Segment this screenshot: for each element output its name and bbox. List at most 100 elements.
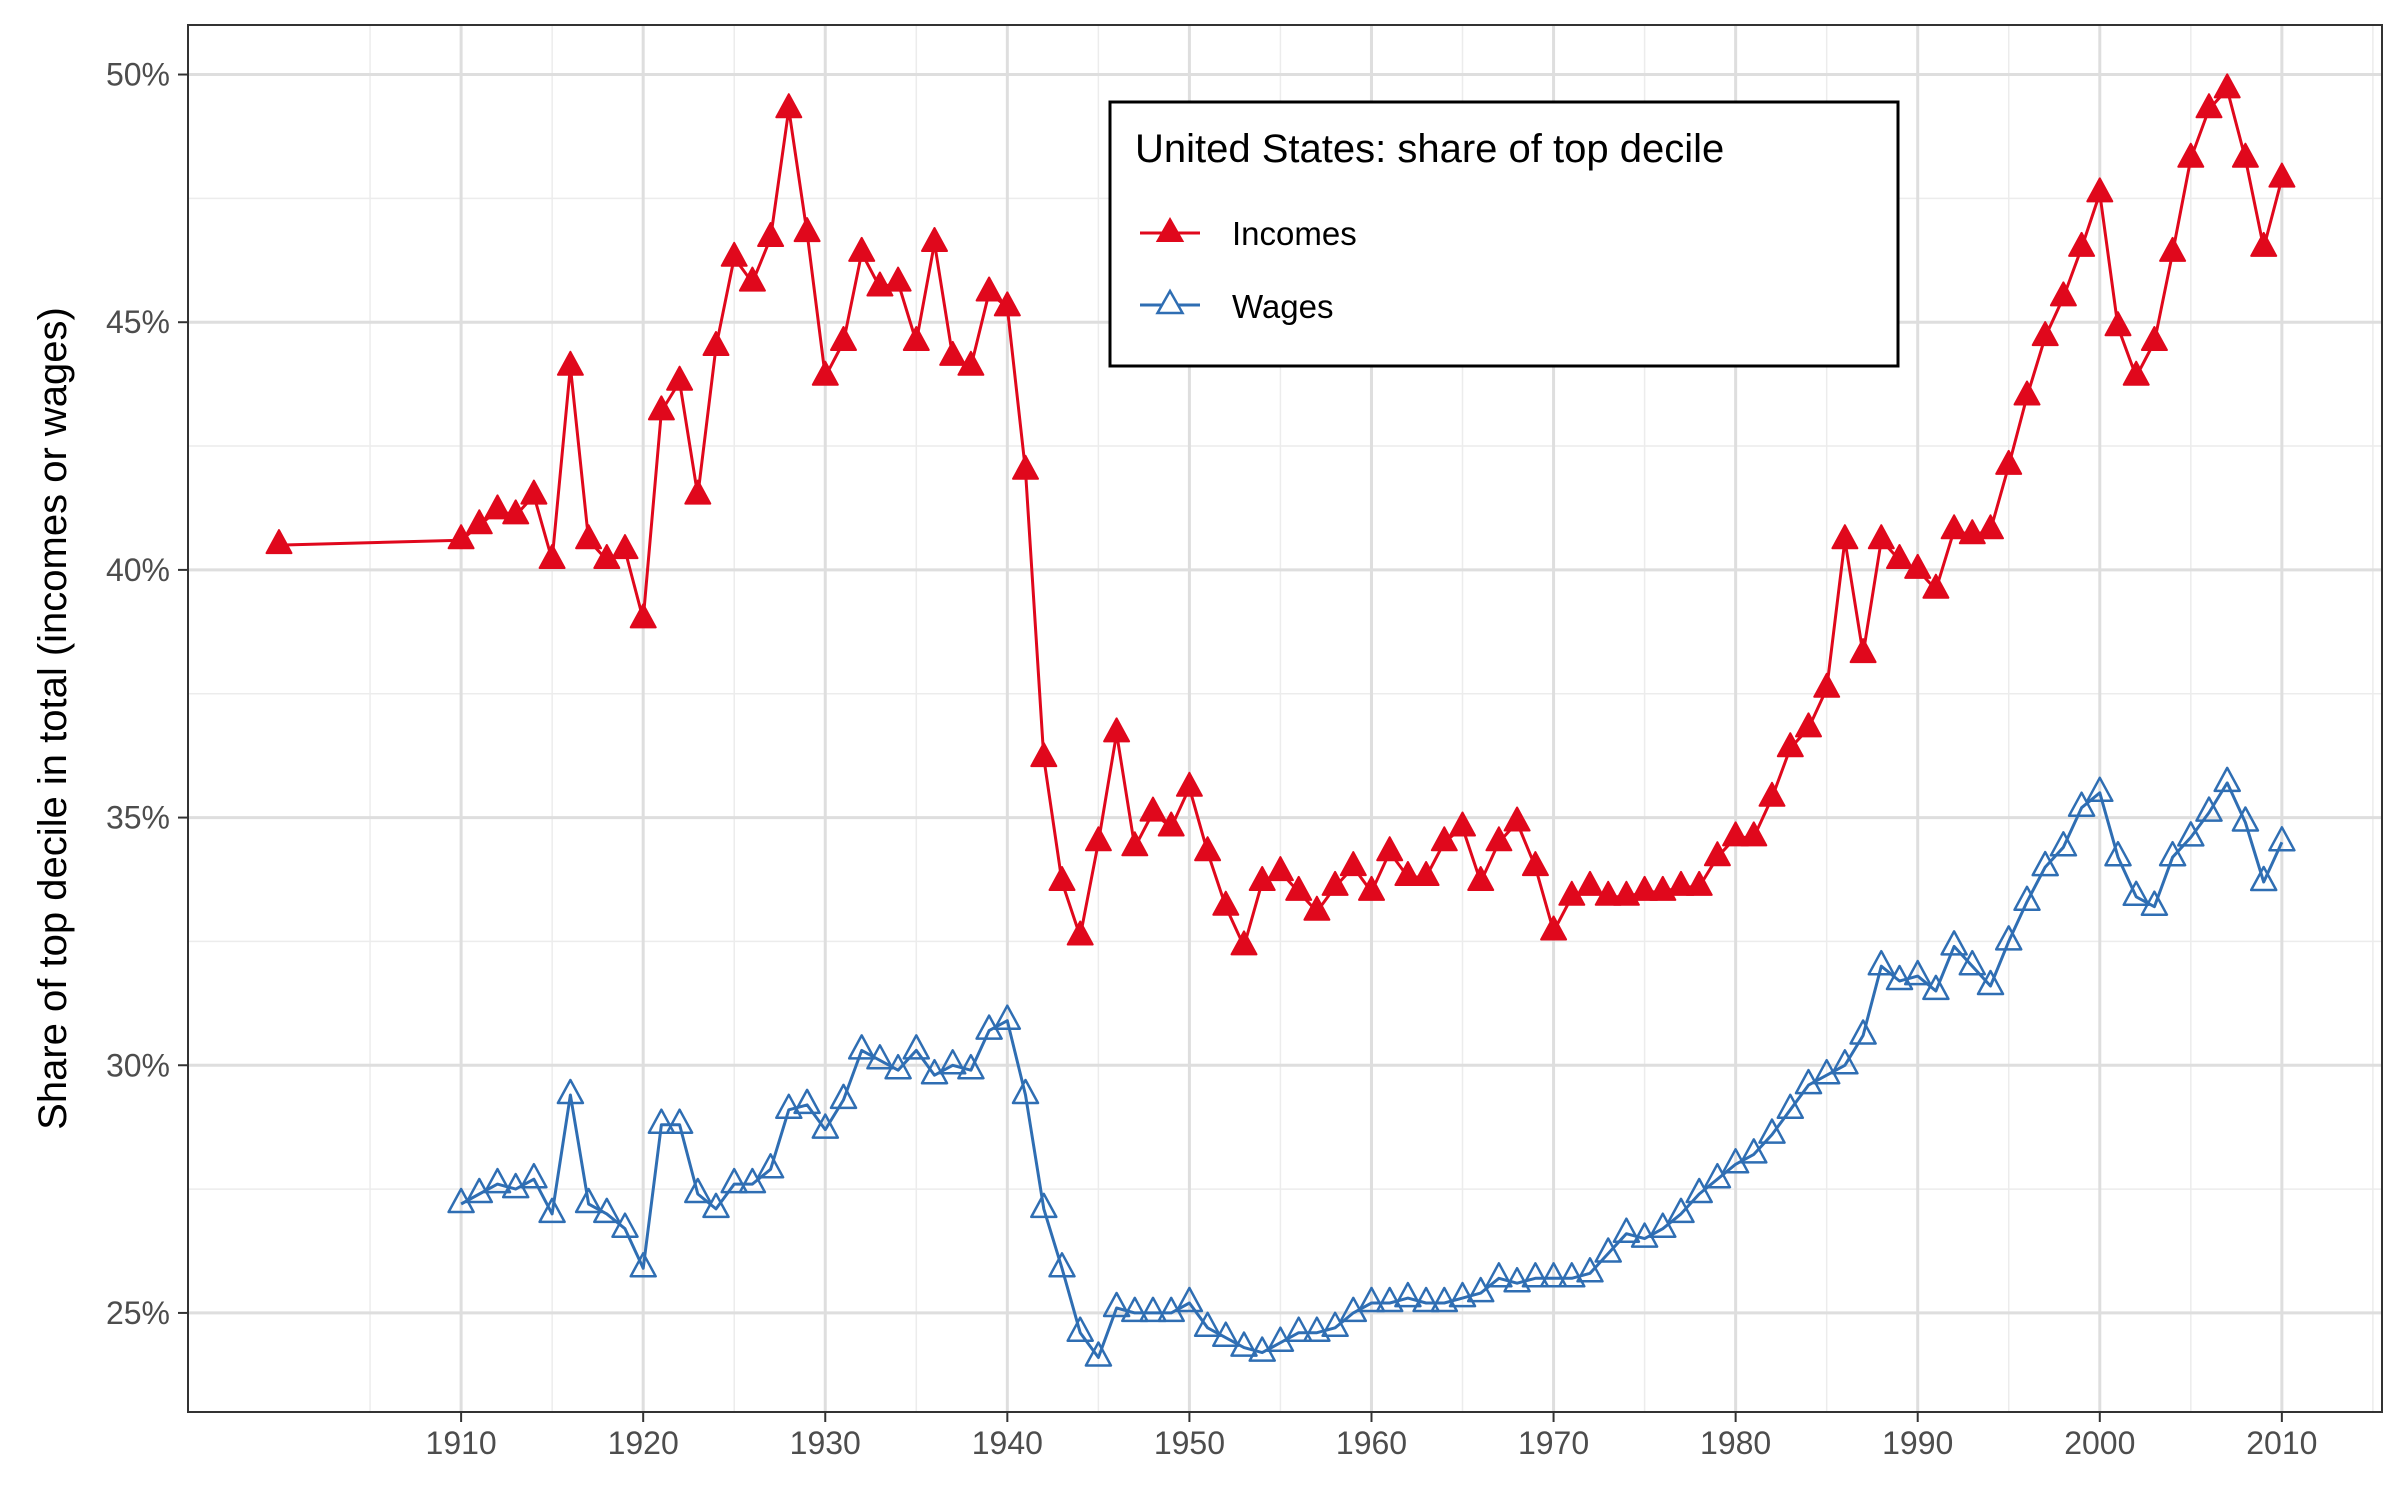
- incomes-point: [1084, 826, 1112, 852]
- incomes-point: [1776, 732, 1804, 758]
- incomes-point: [1194, 836, 1222, 862]
- incomes-point: [1321, 870, 1349, 896]
- incomes-point: [921, 227, 948, 252]
- wages-point: [1885, 964, 1914, 991]
- wages-point: [847, 1034, 876, 1060]
- wages-point: [793, 1088, 821, 1115]
- incomes-point: [538, 544, 566, 569]
- incomes-point: [502, 499, 530, 525]
- incomes-point: [1849, 638, 1877, 664]
- x-tick-label: 1940: [972, 1425, 1043, 1461]
- incomes-point: [1139, 796, 1167, 822]
- wages-point: [1667, 1197, 1695, 1224]
- wages-point: [1066, 1316, 1094, 1342]
- wages-point: [1212, 1321, 1240, 1347]
- incomes-point: [1685, 870, 1713, 896]
- x-tick-label: 1910: [426, 1425, 497, 1461]
- incomes-point: [993, 291, 1021, 317]
- wages-point: [1321, 1311, 1349, 1338]
- incomes-point: [1594, 880, 1622, 906]
- wages-point: [684, 1177, 712, 1204]
- wages-point: [1430, 1286, 1459, 1313]
- wages-point: [1831, 1049, 1859, 1075]
- wages-point: [1048, 1252, 1076, 1278]
- legend-wages-marker: [1155, 288, 1185, 315]
- incomes-point: [2231, 142, 2259, 168]
- wages-point: [2013, 885, 2041, 912]
- wages-point: [811, 1113, 840, 1139]
- y-tick-label: 40%: [106, 552, 170, 588]
- incomes-point: [1303, 895, 1331, 921]
- x-tick-label: 2010: [2246, 1425, 2317, 1461]
- wages-point: [2177, 821, 2205, 847]
- incomes-point: [1813, 672, 1841, 698]
- wages-point: [1976, 969, 2005, 996]
- wages-point: [993, 1004, 1022, 1030]
- y-tick-label: 25%: [106, 1295, 170, 1331]
- incomes-point: [2122, 360, 2150, 386]
- incomes-point: [2013, 380, 2041, 406]
- incomes-point: [939, 340, 967, 366]
- wages-point: [483, 1167, 512, 1194]
- incomes-point: [1631, 875, 1659, 901]
- incomes-point: [1485, 826, 1513, 852]
- incomes-point: [2086, 177, 2114, 203]
- incomes-point: [1175, 771, 1203, 797]
- incomes-point: [1831, 524, 1859, 550]
- incomes-point: [884, 266, 912, 292]
- wages-point: [2195, 796, 2223, 822]
- wages-point: [866, 1044, 894, 1070]
- incomes-point: [265, 529, 293, 555]
- wages-point: [574, 1187, 603, 1214]
- incomes-point: [666, 365, 694, 391]
- x-tick-label: 1990: [1882, 1425, 1953, 1461]
- wages-point: [1448, 1281, 1477, 1308]
- incomes-point: [1012, 454, 1039, 480]
- incomes-point: [1795, 712, 1822, 738]
- wages-point: [2067, 791, 2096, 817]
- incomes-point: [902, 326, 930, 351]
- wages-point: [775, 1093, 803, 1120]
- y-tick-label: 45%: [106, 304, 170, 340]
- incomes-point: [520, 479, 548, 505]
- incomes-point: [1339, 851, 1367, 877]
- wages-point: [1521, 1262, 1550, 1288]
- incomes-point: [1940, 514, 1968, 540]
- wages-point: [1576, 1257, 1604, 1283]
- wages-point: [1193, 1311, 1222, 1338]
- wages-point: [629, 1252, 657, 1278]
- incomes-point: [1430, 826, 1458, 852]
- incomes-point: [757, 222, 785, 247]
- incomes-point: [575, 524, 603, 550]
- wages-point: [1558, 1262, 1586, 1288]
- incomes-point: [830, 326, 857, 351]
- wages-point: [2031, 850, 2059, 877]
- wages-point: [2231, 806, 2260, 832]
- wages-point: [1375, 1286, 1404, 1313]
- incomes-point: [465, 509, 493, 535]
- incomes-point: [1703, 841, 1731, 867]
- wages-point: [1612, 1217, 1641, 1243]
- x-tick-label: 1980: [1700, 1425, 1771, 1461]
- wages-point: [2249, 865, 2278, 892]
- incomes-point: [848, 236, 876, 262]
- y-tick-label: 35%: [106, 800, 170, 836]
- wages-point: [2104, 840, 2132, 867]
- incomes-point: [647, 395, 675, 421]
- incomes-point: [1740, 821, 1768, 847]
- wages-point: [1412, 1286, 1440, 1313]
- wages-point: [938, 1049, 967, 1075]
- wages-point: [1594, 1237, 1622, 1263]
- wages-point: [1175, 1286, 1204, 1313]
- legend-item-incomes: Incomes: [1140, 215, 1357, 252]
- incomes-point: [1212, 890, 1240, 916]
- x-tick-label: 1950: [1154, 1425, 1225, 1461]
- wages-point: [593, 1197, 621, 1224]
- wages-point: [720, 1167, 748, 1194]
- wages-point: [1922, 974, 1950, 1001]
- incomes-point: [1667, 870, 1695, 896]
- incomes-point: [1121, 831, 1149, 857]
- incomes-point: [2049, 281, 2077, 307]
- wages-point: [957, 1053, 985, 1080]
